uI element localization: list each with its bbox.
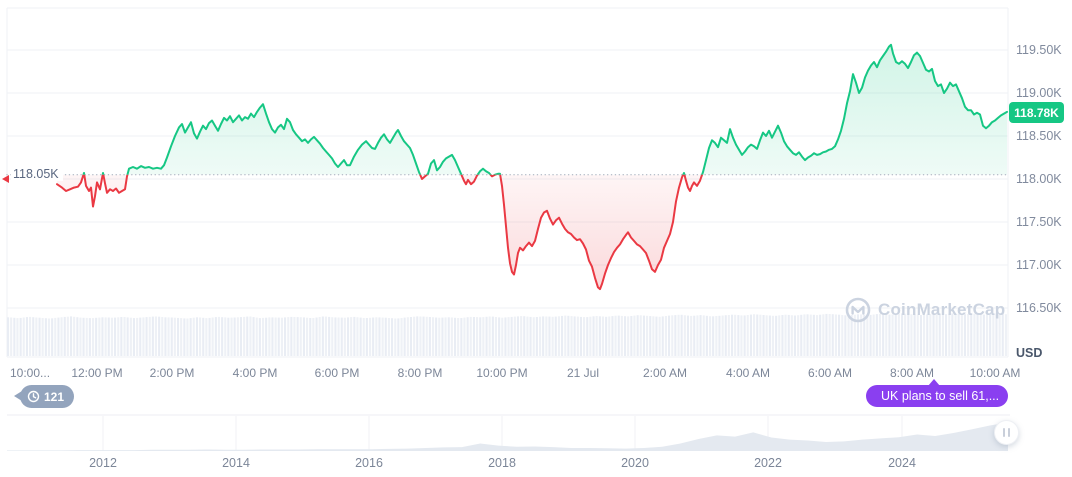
x-axis-tick: 6:00 PM [314,366,360,380]
drag-handle-icon [1008,428,1010,437]
y-axis-tick: 119.00K [1016,86,1062,100]
y-axis-tick: 117.50K [1016,215,1062,229]
navigator-year-tick: 2024 [888,456,916,470]
watermark-text: CoinMarketCap [878,300,1006,319]
x-axis-tick: 4:00 AM [725,366,771,380]
navigator-mini-chart[interactable] [7,414,1010,451]
x-axis-tick: 12:00 PM [71,366,123,380]
x-axis-tick: 10:00 AM [969,366,1021,380]
volume-bars [7,313,1007,356]
x-axis-tick: 21 Jul [566,366,600,380]
clock-icon [27,390,40,403]
history-badge-tail [14,391,22,401]
x-axis-tick: 6:00 AM [807,366,853,380]
y-axis-tick: 118.50K [1016,129,1062,143]
navigator-year-tick: 2018 [488,456,516,470]
navigator-year-tick: 2020 [621,456,649,470]
x-axis-tick: 10:00 PM [476,366,528,380]
y-axis-currency-label: USD [1016,346,1043,360]
news-annotation-badge[interactable]: UK plans to sell 61,... [866,385,1008,407]
x-axis-tick: 2:00 PM [149,366,195,380]
history-count-badge[interactable]: 121 [20,385,75,408]
navigator-year-tick: 2014 [222,456,250,470]
x-axis-tick: 8:00 PM [397,366,443,380]
navigator-year-tick: 2016 [355,456,383,470]
y-axis-tick: 117.00K [1016,258,1062,272]
x-axis-tick: 10:00... [10,366,51,380]
baseline-price-label: 118.05K [11,168,63,181]
price-area-fill [57,44,1007,290]
price-line [56,43,1008,291]
baseline-marker-icon [2,175,9,183]
coinmarketcap-watermark: CoinMarketCap [845,297,1005,323]
y-axis-tick: 118.00K [1016,172,1062,186]
history-count: 121 [44,389,65,404]
navigator-year-tick: 2022 [754,456,782,470]
y-axis-tick: 116.50K [1016,301,1062,315]
news-badge-pointer [928,379,940,386]
news-text: UK plans to sell 61,... [881,389,1000,403]
x-axis-tick: 4:00 PM [232,366,278,380]
y-axis-tick: 119.50K [1016,43,1062,57]
drag-handle-icon [1003,428,1005,437]
navigator-drag-handle[interactable] [994,420,1019,445]
x-axis-tick: 2:00 AM [642,366,688,380]
coinmarketcap-logo-icon [845,297,871,323]
x-axis-tick: 8:00 AM [889,366,935,380]
current-price-badge: 118.78K [1009,102,1064,123]
navigator-year-tick: 2012 [89,456,117,470]
